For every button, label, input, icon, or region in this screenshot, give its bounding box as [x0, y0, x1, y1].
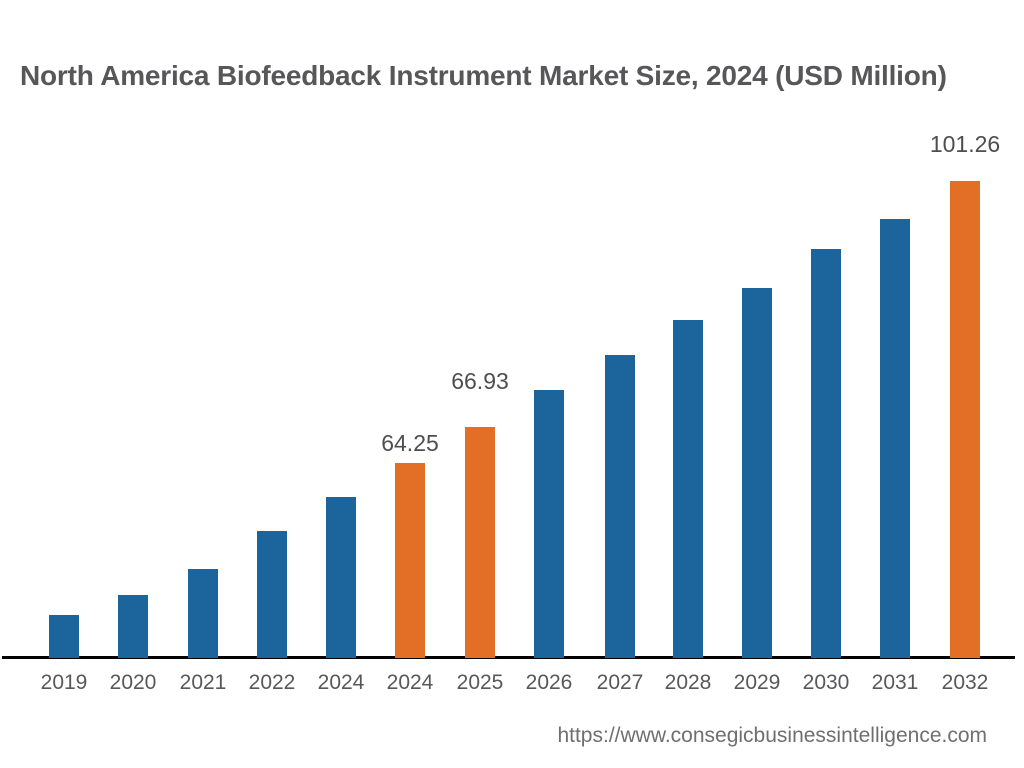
bar-2-2021 — [188, 569, 218, 658]
x-tick-11-2030: 2030 — [802, 671, 850, 694]
bar-9-2028 — [673, 320, 703, 658]
bar-1-2020 — [118, 595, 148, 658]
data-label-2032: 101.26 — [929, 131, 1001, 157]
x-tick-9-2028: 2028 — [664, 671, 712, 694]
x-axis-line — [2, 656, 1015, 659]
bar-3-2022 — [257, 531, 287, 658]
bar-4-2024 — [326, 497, 356, 658]
data-label-2024: 64.25 — [381, 430, 439, 456]
x-tick-8-2027: 2027 — [596, 671, 644, 694]
bar-13-2032 — [950, 181, 980, 658]
x-tick-10-2029: 2029 — [733, 671, 781, 694]
x-tick-3-2022: 2022 — [248, 671, 296, 694]
bar-7-2026 — [534, 390, 564, 658]
bar-8-2027 — [605, 355, 635, 658]
chart-title: North America Biofeedback Instrument Mar… — [20, 60, 947, 91]
x-tick-0-2019: 2019 — [40, 671, 88, 694]
x-tick-7-2026: 2026 — [525, 671, 573, 694]
x-tick-4-2024: 2024 — [317, 671, 365, 694]
bar-11-2030 — [811, 249, 841, 658]
data-label-2025: 66.93 — [451, 368, 509, 394]
bar-10-2029 — [742, 288, 772, 658]
x-tick-12-2031: 2031 — [871, 671, 919, 694]
source-url: https://www.consegicbusinessintelligence… — [557, 724, 987, 747]
bar-12-2031 — [880, 219, 910, 658]
x-tick-13-2032: 2032 — [941, 671, 989, 694]
bar-5-2024 — [395, 463, 425, 658]
bar-6-2025 — [465, 427, 495, 658]
x-tick-6-2025: 2025 — [456, 671, 504, 694]
x-tick-5-2024: 2024 — [386, 671, 434, 694]
bar-0-2019 — [49, 615, 79, 658]
x-tick-2-2021: 2021 — [179, 671, 227, 694]
x-tick-1-2020: 2020 — [109, 671, 157, 694]
